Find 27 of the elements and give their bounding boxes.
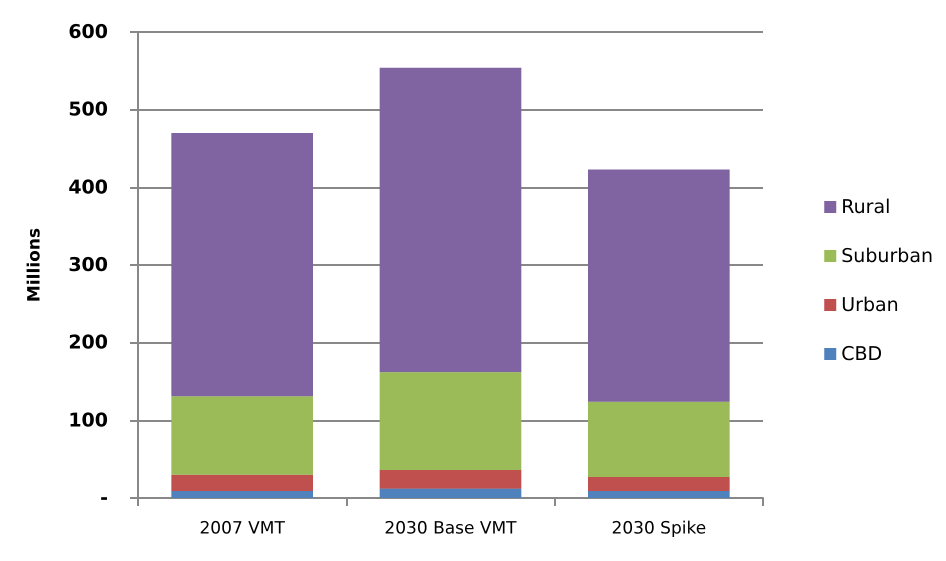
bar [380,68,522,372]
y-tick-label: 400 [68,176,108,198]
legend-label: Suburban [841,245,934,267]
bar [588,477,730,492]
bar [171,491,313,498]
x-tick-label: 2030 Base VMT [384,518,518,538]
legend-label: CBD [841,343,882,365]
y-axis-title: Millions [24,228,44,302]
x-tick-label: 2007 VMT [199,518,286,538]
y-tick-label: - [100,487,108,509]
y-tick-label: 500 [68,98,108,121]
y-tick-label: 300 [68,254,108,276]
bar [380,470,522,489]
bar [380,372,522,470]
bar [588,169,730,402]
bar [171,396,313,475]
y-tick-label: 100 [68,409,108,432]
legend-label: Rural [841,196,890,218]
bar [380,488,522,498]
bar [588,402,730,478]
x-tick-label: 2030 Spike [611,518,706,538]
bar [171,132,313,396]
y-tick-label: 200 [68,332,108,354]
legend-label: Urban [841,294,899,316]
bar [171,474,313,492]
y-tick-label: 600 [68,21,108,43]
bar [588,491,730,498]
